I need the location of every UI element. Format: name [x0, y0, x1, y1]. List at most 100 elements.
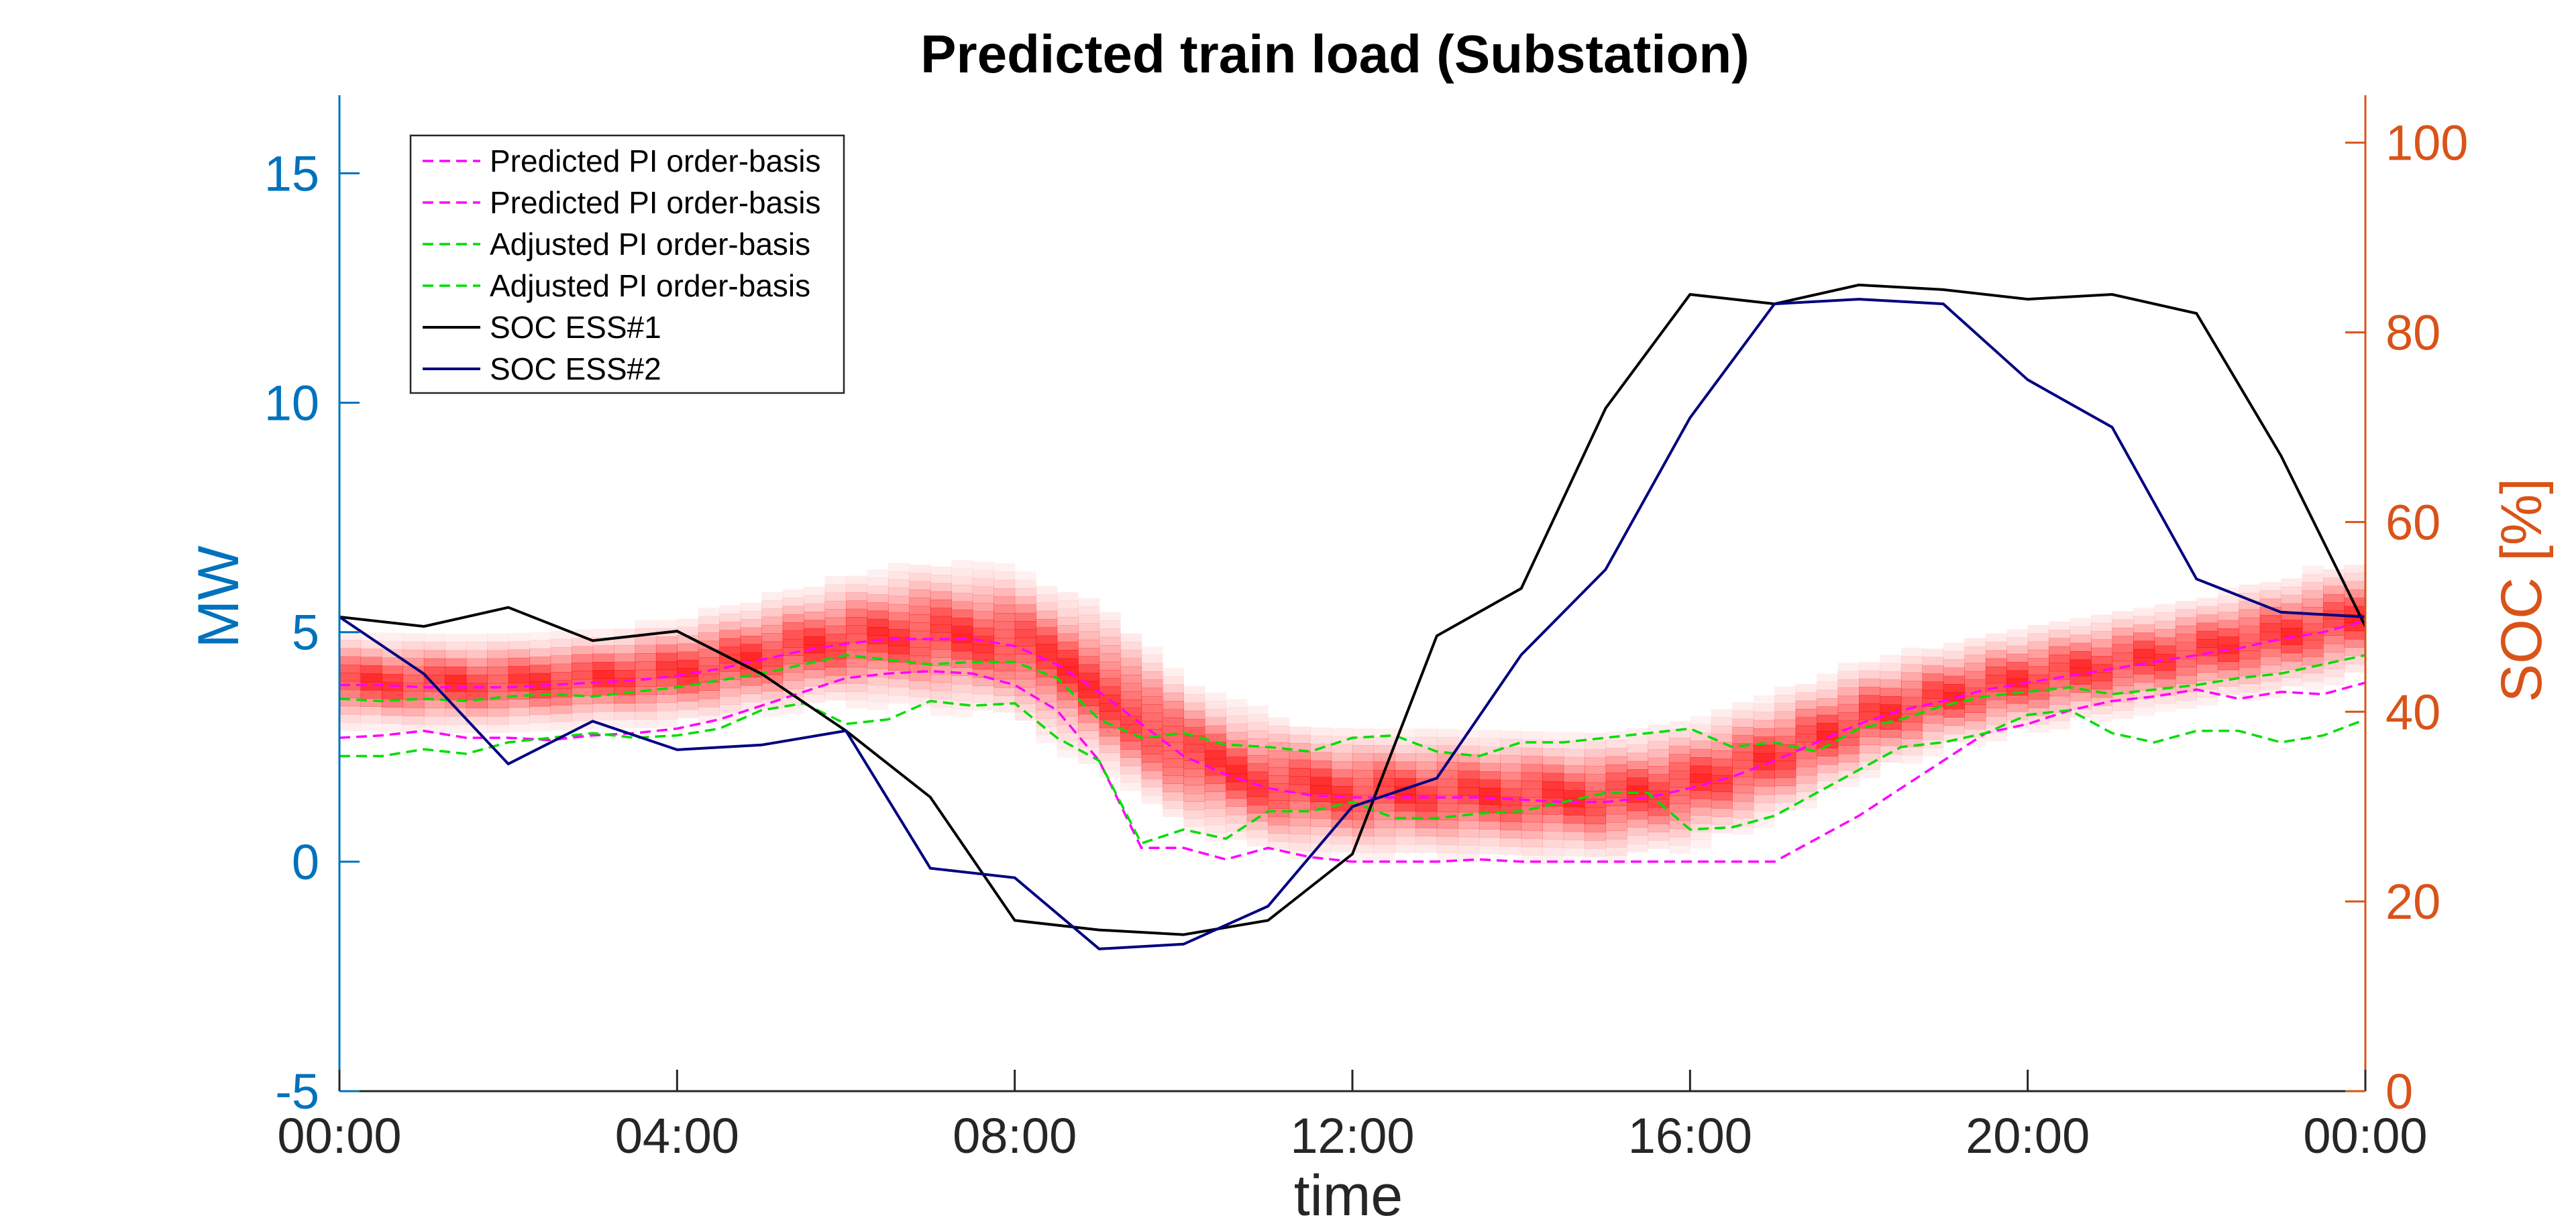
band-cell [1690, 773, 1712, 783]
band-cell [1057, 650, 1079, 659]
band-cell [1690, 815, 1712, 824]
band-cell [1436, 737, 1458, 746]
band-cell [2027, 691, 2049, 700]
band-cell [1436, 745, 1458, 754]
band-cell [1563, 732, 1585, 741]
band-cell [1141, 795, 1163, 804]
band-cell [466, 699, 488, 709]
band-cell [1204, 824, 1226, 834]
band-cell [2217, 604, 2239, 612]
band-cell [2154, 645, 2176, 655]
band-cell [1246, 706, 1269, 714]
band-cell [2154, 670, 2176, 679]
band-cell [1585, 766, 1607, 775]
band-cell [677, 618, 699, 628]
band-cell [1542, 855, 1564, 864]
band-cell [1141, 745, 1163, 754]
y-tick-label-right: 60 [2385, 494, 2440, 550]
band-cell [719, 605, 741, 614]
band-cell [655, 694, 678, 704]
band-cell [1922, 723, 1944, 732]
band-cell [2217, 636, 2239, 646]
density-band [339, 560, 2366, 864]
band-cell [909, 598, 931, 607]
band-cell [804, 612, 826, 620]
x-tick-label: 00:00 [2303, 1108, 2427, 1164]
band-cell [1014, 579, 1036, 589]
band-cell [1057, 658, 1079, 667]
band-cell [360, 714, 382, 724]
band-cell [1500, 755, 1522, 765]
band-cell [2259, 615, 2282, 624]
band-cell [2344, 630, 2366, 640]
band-cell [2281, 595, 2303, 604]
band-cell [1585, 832, 1607, 841]
y-tick-label-left: -5 [275, 1064, 319, 1119]
band-cell [1268, 800, 1290, 809]
band-cell [402, 708, 425, 717]
band-cell [1542, 839, 1564, 848]
band-cell [1078, 730, 1100, 740]
band-cell [1141, 737, 1163, 746]
band-cell [339, 722, 362, 732]
band-cell [550, 705, 572, 714]
band-cell [1690, 765, 1712, 775]
band-cell [1753, 769, 1775, 779]
band-cell [2175, 634, 2197, 643]
band-cell [719, 679, 741, 689]
band-cell [951, 609, 973, 618]
band-cell [888, 587, 910, 597]
band-cell [1099, 703, 1121, 712]
band-cell [360, 706, 382, 716]
band-cell [761, 641, 784, 651]
band-cell [972, 644, 994, 653]
band-cell [994, 579, 1016, 589]
band-cell [339, 681, 362, 690]
band-cell [909, 672, 931, 681]
band-cell [1711, 824, 1733, 834]
band-cell [1078, 714, 1100, 723]
band-cell [402, 641, 425, 651]
band-cell [1563, 757, 1585, 766]
band-cell [423, 650, 445, 659]
band-cell [782, 705, 804, 714]
band-cell [1521, 822, 1543, 831]
band-cell [1183, 793, 1205, 802]
band-cell [1668, 795, 1690, 804]
band-cell [1014, 621, 1036, 630]
band-cell [1880, 746, 1902, 754]
band-cell [1120, 675, 1142, 683]
band-cell [951, 642, 973, 652]
band-cell [804, 603, 826, 612]
band-cell [1120, 699, 1142, 708]
band-cell [1943, 725, 1965, 734]
band-cell [1585, 807, 1607, 816]
band-cell [550, 721, 572, 730]
band-cell [761, 633, 784, 642]
band-cell [635, 653, 657, 662]
band-cell [867, 602, 889, 612]
band-cell [888, 571, 910, 580]
band-cell [1162, 726, 1184, 734]
band-cell [1436, 787, 1458, 795]
y-tick-label-right: 40 [2385, 684, 2440, 740]
band-cell [1415, 770, 1438, 779]
band-cell [1352, 852, 1375, 861]
band-cell [1099, 620, 1121, 629]
band-cell [2196, 697, 2218, 706]
band-cell [867, 585, 889, 595]
band-cell [1500, 780, 1522, 789]
band-cell [1310, 785, 1332, 794]
band-cell [1458, 811, 1480, 821]
band-cell [1500, 788, 1522, 797]
band-cell [2070, 651, 2092, 660]
band-cell [1078, 639, 1100, 649]
band-cell [1036, 710, 1058, 719]
band-cell [2239, 683, 2261, 693]
band-cell [1226, 814, 1248, 824]
band-cell [824, 609, 847, 618]
band-cell [635, 677, 657, 687]
band-cell [2027, 624, 2049, 634]
band-cell [930, 649, 952, 658]
band-cell [1479, 779, 1501, 789]
